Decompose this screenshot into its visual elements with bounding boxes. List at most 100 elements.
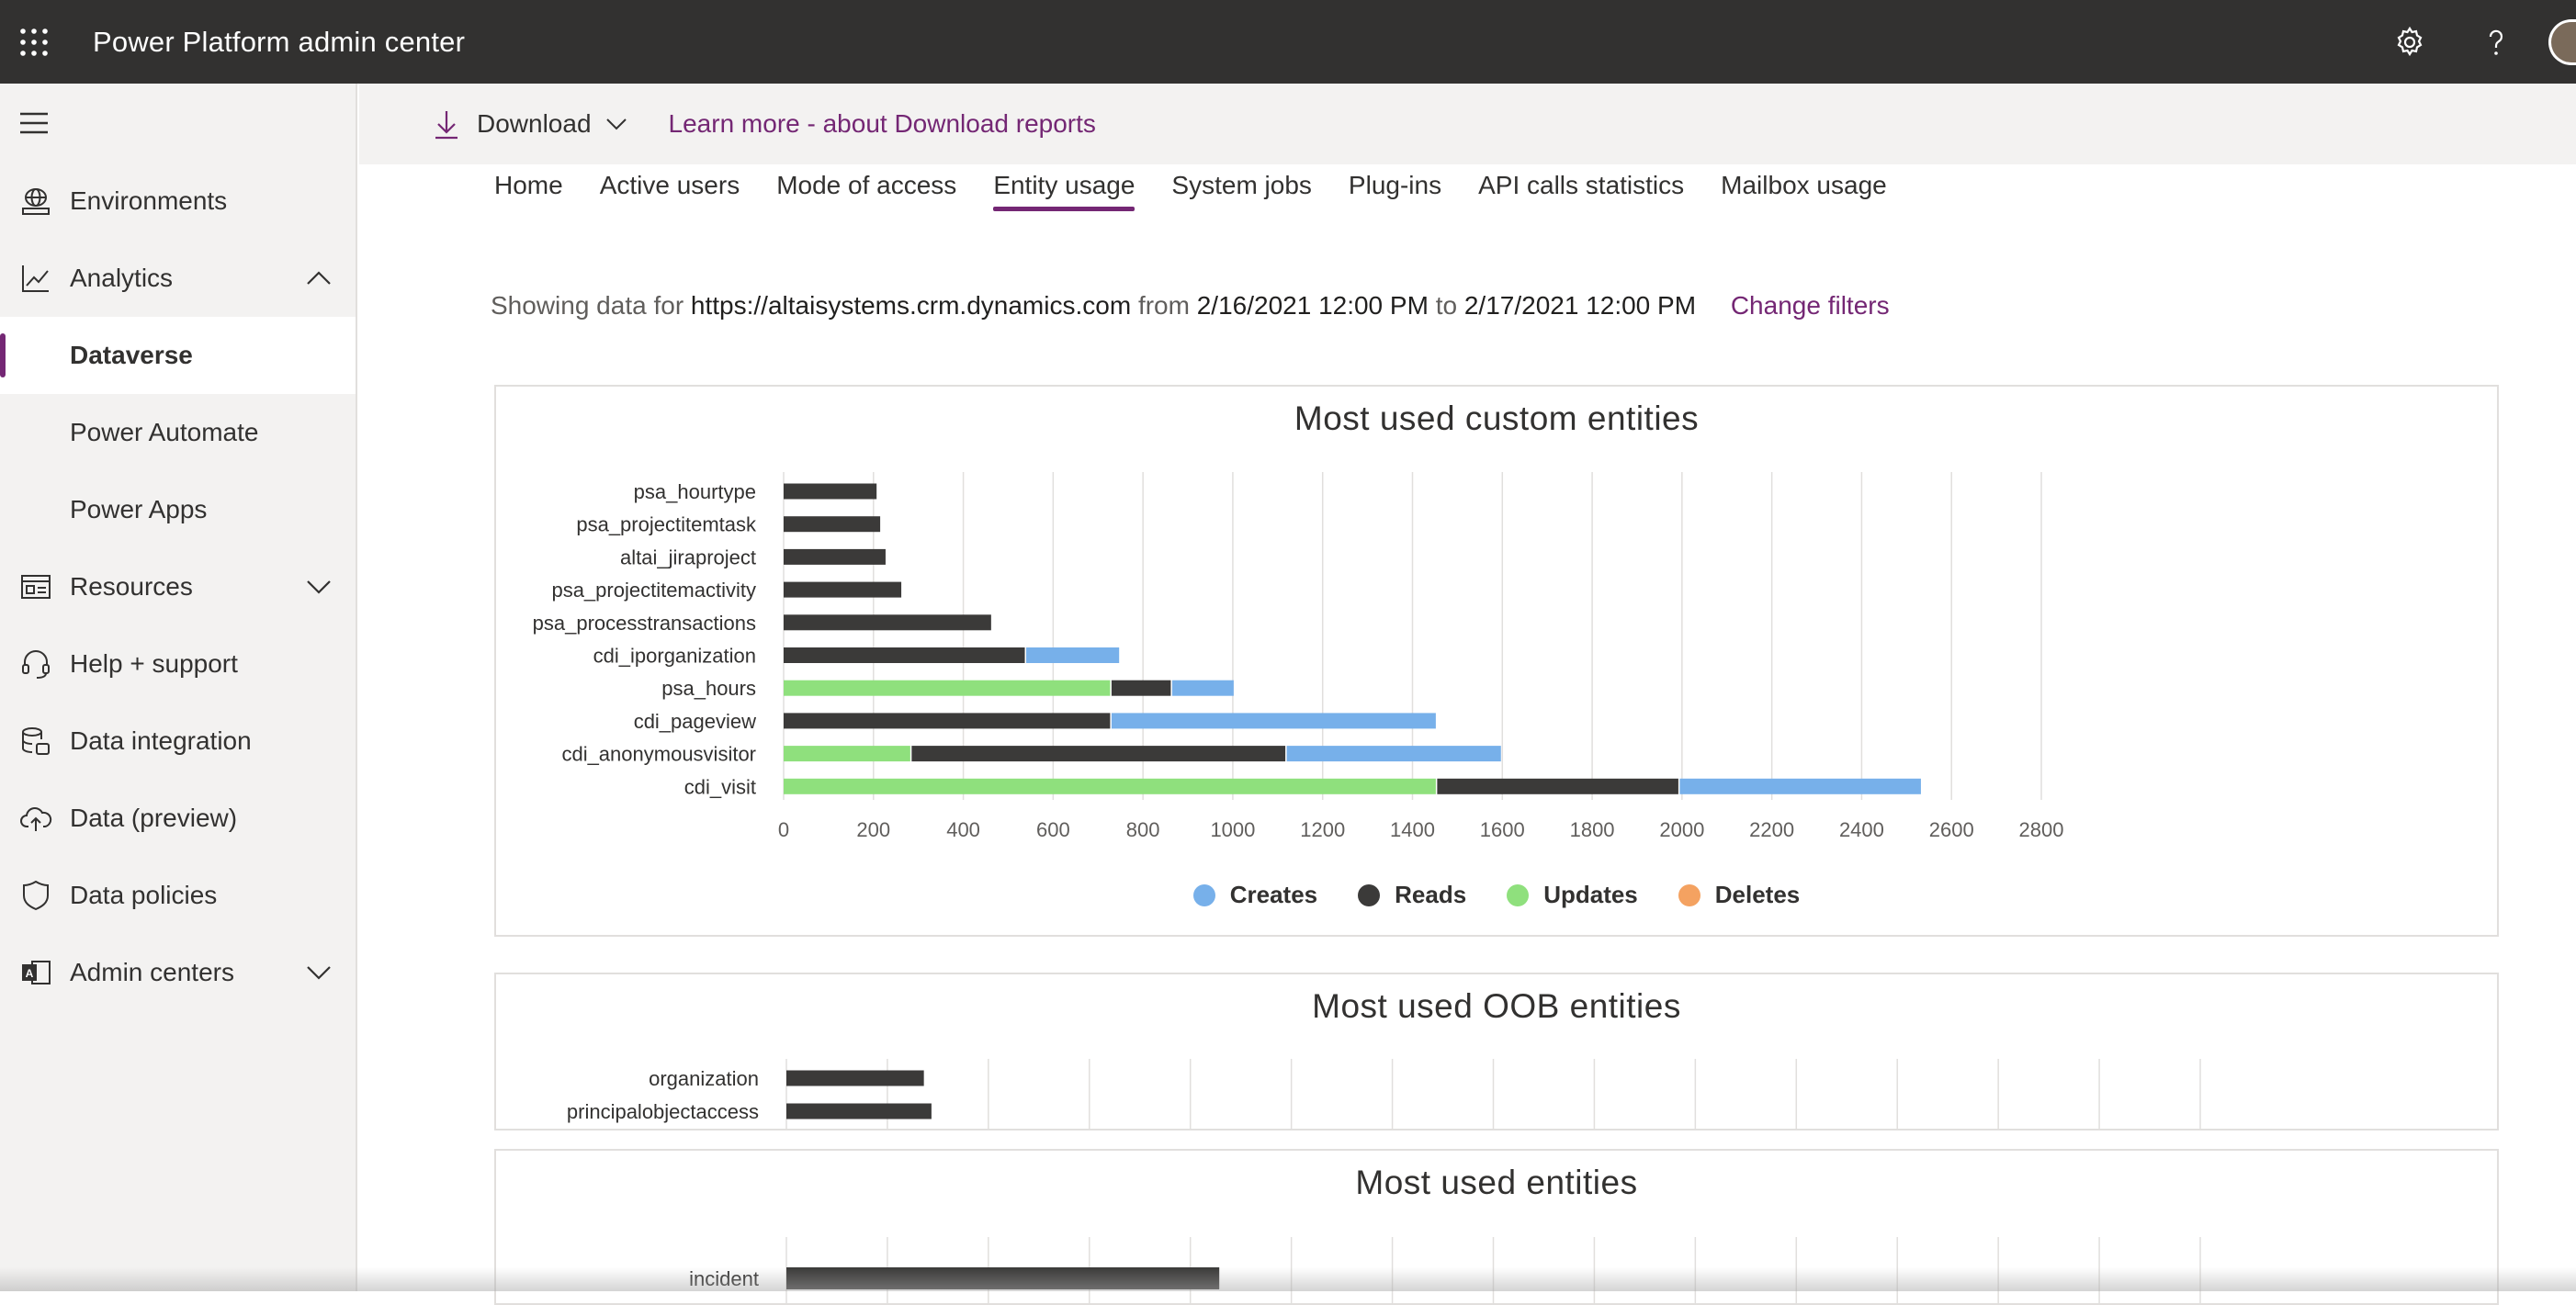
chart-card-oob-entities: Most used OOB entities organization princ… (494, 973, 2499, 1131)
bar-segment-updates[interactable] (784, 746, 910, 762)
bar-segment-updates[interactable] (784, 680, 1111, 696)
app-title[interactable]: Power Platform admin center (93, 25, 466, 58)
bar-segment-creates[interactable] (1679, 778, 1921, 794)
bar-segment-reads[interactable] (784, 516, 881, 533)
nav-label: Data integration (70, 726, 252, 755)
bar-segment-creates[interactable] (1286, 746, 1501, 762)
legend-dot (1678, 883, 1700, 906)
admin-icon: A (18, 955, 53, 990)
bar-segment-reads[interactable] (1111, 680, 1171, 696)
resources-icon (18, 569, 53, 604)
tick-label: 200 (856, 818, 890, 841)
legend-label: Reads (1395, 881, 1467, 908)
bar-segment-creates[interactable] (1171, 680, 1234, 696)
legend-dot (1192, 883, 1215, 906)
bar-segment-reads[interactable] (784, 614, 991, 631)
nav-item-data-preview[interactable]: Data (preview) (0, 780, 356, 857)
nav-item-analytics[interactable]: Analytics (0, 240, 356, 317)
bar-segment-updates[interactable] (784, 778, 1436, 794)
custom-entities-bar-chart: psa_hourtype psa_projectitemtask altai_jir… (533, 472, 2064, 841)
tick-label: 2800 (2019, 818, 2064, 841)
download-button[interactable]: Download (433, 108, 628, 140)
bar-segment-reads[interactable] (911, 746, 1286, 762)
bar-segment-reads[interactable] (784, 483, 877, 500)
nav-label: Environments (70, 186, 228, 215)
left-navigation: Environments Analytics Dataverse Power A… (0, 84, 357, 1291)
nav-item-help-support[interactable]: Help + support (0, 625, 356, 703)
bar-segment-reads[interactable] (786, 1070, 924, 1086)
nav-label: Data policies (70, 881, 218, 909)
bar-segment-creates[interactable] (1026, 647, 1120, 663)
category-label: cdi_anonymousvisitor (561, 743, 756, 766)
bar-segment-creates[interactable] (1111, 713, 1436, 729)
headset-icon (18, 647, 53, 681)
chart-title: Most used custom entities (1294, 399, 1700, 437)
nav-item-environments[interactable]: Environments (0, 163, 356, 240)
nav-label: Admin centers (70, 958, 234, 986)
nav-sub-power-automate[interactable]: Power Automate (70, 418, 259, 446)
bar-segment-reads[interactable] (784, 548, 886, 565)
download-label: Download (477, 109, 592, 138)
legend-item-reads[interactable]: Reads (1358, 881, 1466, 909)
app-launcher-icon[interactable] (0, 0, 68, 84)
tab-mailbox-usage[interactable]: Mailbox usage (1721, 171, 1887, 199)
nav-sub-dataverse[interactable]: Dataverse (0, 317, 356, 394)
legend-item-deletes[interactable]: Deletes (1678, 881, 1801, 909)
tab-api-calls-statistics[interactable]: API calls statistics (1478, 171, 1685, 199)
category-label: altai_jiraproject (620, 546, 756, 568)
settings-gear-icon[interactable] (2367, 0, 2453, 84)
tab-system-jobs[interactable]: System jobs (1171, 171, 1312, 199)
filter-prefix: Showing data for (491, 291, 684, 320)
chevron-up-icon[interactable] (304, 264, 333, 293)
tab-entity-usage[interactable]: Entity usage (993, 171, 1135, 211)
tick-label: 600 (1036, 818, 1070, 841)
category-label: principalobjectaccess (567, 1100, 759, 1123)
legend-item-creates[interactable]: Creates (1192, 881, 1318, 909)
chart-title: Most used entities (1355, 1164, 1638, 1201)
help-question-icon[interactable] (2453, 0, 2539, 84)
tab-plug-ins[interactable]: Plug-ins (1348, 171, 1442, 199)
tab-active-users[interactable]: Active users (599, 171, 740, 199)
chart-title: Most used OOB entities (1312, 987, 1681, 1025)
svg-text:A: A (26, 967, 34, 980)
change-filters-link[interactable]: Change filters (1730, 291, 1890, 320)
nav-item-data-policies[interactable]: Data policies (0, 857, 356, 934)
legend-dot (1358, 883, 1381, 906)
hamburger-menu-icon[interactable] (0, 84, 356, 163)
category-label: cdi_pageview (634, 710, 756, 733)
category-label: organization (649, 1067, 759, 1090)
tick-label: 800 (1126, 818, 1160, 841)
legend-item-updates[interactable]: Updates (1507, 881, 1638, 909)
category-label: psa_processtransactions (533, 612, 756, 635)
chevron-down-icon[interactable] (304, 958, 333, 987)
tab-home[interactable]: Home (494, 171, 563, 199)
nav-sub-power-apps[interactable]: Power Apps (70, 495, 208, 523)
avatar[interactable] (2548, 18, 2576, 65)
chart-legend: Creates Reads Updates Deletes (496, 881, 2497, 909)
tick-label: 0 (778, 818, 789, 841)
bar-segment-reads[interactable] (786, 1103, 932, 1119)
bar-segment-reads[interactable] (784, 713, 1111, 729)
legend-label: Updates (1543, 881, 1638, 908)
globe-icon (18, 184, 53, 219)
data-integration-icon (18, 724, 53, 759)
legend-label: Creates (1229, 881, 1318, 908)
tick-label: 2400 (1839, 818, 1884, 841)
filter-to-date: 2/17/2021 12:00 PM (1463, 291, 1697, 320)
bar-segment-reads[interactable] (784, 581, 902, 598)
tick-label: 1000 (1210, 818, 1255, 841)
nav-item-resources[interactable]: Resources (0, 548, 356, 625)
bar-segment-reads[interactable] (784, 647, 1025, 663)
nav-item-admin-centers[interactable]: A Admin centers (0, 934, 356, 1011)
tick-label: 2000 (1659, 818, 1704, 841)
learn-more-link[interactable]: Learn more - about Download reports (668, 109, 1096, 138)
oob-entities-bar-chart: organization principalobjectaccess (567, 1059, 2201, 1129)
chart-line-icon (18, 261, 53, 296)
tick-label: 2200 (1749, 818, 1794, 841)
tab-mode-of-access[interactable]: Mode of access (776, 171, 957, 199)
bar-segment-reads[interactable] (1437, 778, 1678, 794)
chevron-down-icon[interactable] (304, 572, 333, 602)
nav-item-data-integration[interactable]: Data integration (0, 703, 356, 780)
legend-label: Deletes (1714, 881, 1801, 908)
nav-label: Analytics (70, 264, 174, 292)
